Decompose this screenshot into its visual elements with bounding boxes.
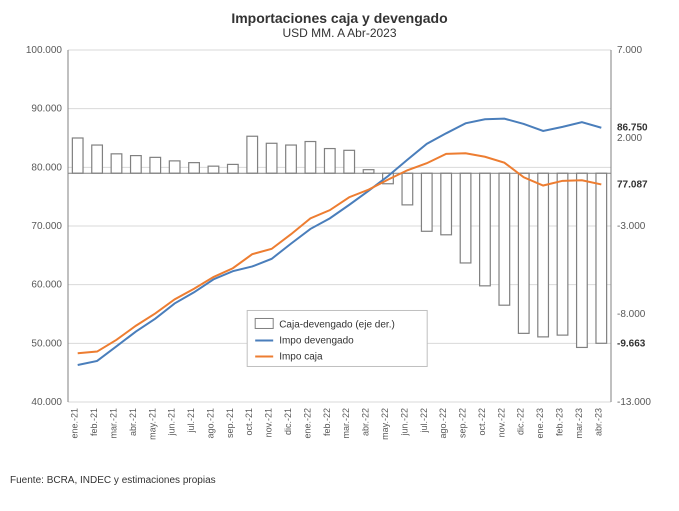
svg-text:may.-22: may.-22 [380,408,390,440]
svg-text:mar.-21: mar.-21 [108,408,118,439]
svg-text:jul.-21: jul.-21 [186,408,196,434]
bar [518,173,529,333]
bar [324,149,335,174]
bar [402,173,413,205]
chart-source: Fuente: BCRA, INDEC y estimaciones propi… [10,475,669,486]
svg-text:100.000: 100.000 [26,45,63,56]
bar [150,157,161,173]
svg-text:sep.-21: sep.-21 [225,408,235,438]
chart-container: Importaciones caja y devengado USD MM. A… [10,10,669,501]
svg-text:-9.663: -9.663 [617,338,646,349]
svg-text:ene.-22: ene.-22 [302,408,312,439]
bar [266,143,277,173]
bar [538,173,549,337]
bar [169,161,180,173]
chart-svg: 40.000 50.000 60.000 70.000 80.000 90.000 100.… [10,40,669,470]
bar [208,166,219,173]
legend-swatch-bar [255,318,273,328]
bar [344,150,355,173]
bar [189,163,200,174]
bar [305,142,316,174]
chart-title: Importaciones caja y devengado [10,10,669,26]
chart-subtitle: USD MM. A Abr-2023 [10,26,669,40]
svg-text:Impo caja: Impo caja [279,351,323,362]
svg-text:70.000: 70.000 [31,221,62,232]
svg-text:40.000: 40.000 [31,397,62,408]
svg-text:dic.-22: dic.-22 [516,408,526,435]
svg-text:may.-21: may.-21 [147,408,157,440]
bar [460,173,471,263]
svg-text:oct.-21: oct.-21 [244,408,254,436]
bar [247,136,258,173]
svg-text:oct.-22: oct.-22 [477,408,487,436]
bar [131,156,142,174]
svg-text:77.087: 77.087 [617,179,648,190]
bar [92,145,103,173]
svg-text:7.000: 7.000 [617,45,642,56]
svg-text:80.000: 80.000 [31,162,62,173]
svg-text:abr.-21: abr.-21 [128,408,138,436]
svg-text:-13.000: -13.000 [617,397,651,408]
bar [72,138,83,173]
bar [363,170,374,174]
svg-text:60.000: 60.000 [31,280,62,291]
svg-text:-3.000: -3.000 [617,221,646,232]
bar [596,173,607,343]
svg-text:nov.-21: nov.-21 [264,408,274,437]
bar [286,145,297,173]
bar [441,173,452,235]
svg-text:2.000: 2.000 [617,133,642,144]
bar [480,173,491,286]
bar [421,173,432,231]
svg-text:90.000: 90.000 [31,104,62,115]
svg-text:mar.-22: mar.-22 [341,408,351,439]
svg-text:jun.-22: jun.-22 [399,408,409,437]
svg-text:nov.-22: nov.-22 [496,408,506,437]
svg-text:ene.-23: ene.-23 [535,408,545,439]
svg-text:jun.-21: jun.-21 [167,408,177,437]
svg-text:dic.-21: dic.-21 [283,408,293,435]
bar [228,164,239,173]
bar [499,173,510,305]
svg-text:abr.-22: abr.-22 [361,408,371,436]
bar [111,154,122,173]
svg-text:feb.-22: feb.-22 [322,408,332,436]
svg-text:50.000: 50.000 [31,338,62,349]
svg-text:jul.-22: jul.-22 [419,408,429,434]
svg-text:86.750: 86.750 [617,123,648,134]
svg-text:ago.-22: ago.-22 [438,408,448,439]
svg-text:sep.-22: sep.-22 [458,408,468,438]
bar [557,173,568,335]
svg-text:-8.000: -8.000 [617,309,646,320]
svg-text:feb.-23: feb.-23 [555,408,565,436]
svg-text:mar.-23: mar.-23 [574,408,584,439]
bar [577,173,588,347]
svg-text:Caja-devengado (eje der.): Caja-devengado (eje der.) [279,319,395,330]
svg-text:ago.-21: ago.-21 [205,408,215,439]
svg-text:Impo devengado: Impo devengado [279,335,354,346]
svg-text:abr.-23: abr.-23 [593,408,603,436]
svg-text:ene.-21: ene.-21 [70,408,80,439]
svg-text:feb.-21: feb.-21 [89,408,99,436]
